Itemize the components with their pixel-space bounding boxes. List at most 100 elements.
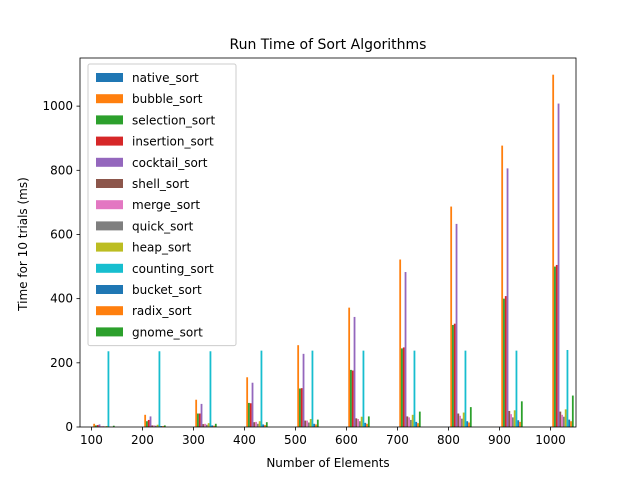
legend-swatch-counting_sort xyxy=(96,263,123,273)
legend-swatch-bucket_sort xyxy=(96,285,123,294)
bar-selection_sort-700 xyxy=(401,348,403,427)
series-gnome_sort xyxy=(112,395,574,427)
bar-merge_sort-800 xyxy=(459,415,461,427)
legend: native_sort bubble_sort selection_sortinse… xyxy=(87,63,237,347)
bar-counting_sort-200 xyxy=(158,351,161,427)
bar-heap_sort-300 xyxy=(207,423,210,427)
x-tick-label-200: 200 xyxy=(131,433,154,447)
bar-bubble_sort-200 xyxy=(144,414,147,427)
legend-swatch-shell_sort xyxy=(96,179,123,188)
bar-gnome_sort-200 xyxy=(163,425,166,427)
bar-quick_sort-300 xyxy=(205,424,208,427)
bar-heap_sort-1000 xyxy=(564,409,567,427)
bar-bubble_sort-800 xyxy=(450,206,453,427)
x-axis-label: Number of Elements xyxy=(266,456,389,470)
bar-shell_sort-600 xyxy=(355,418,358,427)
bar-merge_sort-100 xyxy=(102,426,104,427)
y-tick-label-0: 0 xyxy=(65,420,73,434)
bar-merge_sort-300 xyxy=(204,423,206,427)
bar-bucket_sort-800 xyxy=(466,421,469,427)
legend-box xyxy=(87,63,237,347)
bar-radix_sort-300 xyxy=(213,425,215,427)
bar-insertion_sort-800 xyxy=(453,323,456,427)
plot-area: 100 200 300 400 500 600 700 800 900 1000 0 200 400 60… xyxy=(42,57,577,447)
bar-gnome_sort-600 xyxy=(367,416,370,427)
bar-cocktail_sort-400 xyxy=(251,382,254,427)
bar-cocktail_sort-800 xyxy=(455,223,458,427)
bar-cocktail_sort-500 xyxy=(302,353,305,427)
bar-gnome_sort-100 xyxy=(112,425,115,427)
legend-label-native_sort: native_sort xyxy=(132,71,199,85)
bar-gnome_sort-800 xyxy=(469,407,472,427)
legend-label-insertion_sort: insertion_sort xyxy=(132,135,214,149)
bar-gnome_sort-1000 xyxy=(571,395,574,427)
y-axis-label: Time for 10 trials (ms) xyxy=(16,177,30,312)
bar-insertion_sort-300 xyxy=(198,413,201,427)
legend-swatch-selection_sort xyxy=(96,115,123,125)
bar-quick_sort-500 xyxy=(307,422,310,427)
x-tick-label-500: 500 xyxy=(284,433,307,447)
bar-cocktail_sort-600 xyxy=(353,316,356,427)
bar-insertion_sort-400 xyxy=(249,403,252,427)
x-tick-label-400: 400 xyxy=(233,433,256,447)
bar-cocktail_sort-100 xyxy=(98,424,101,427)
legend-label-bubble_sort: bubble_sort xyxy=(132,92,203,106)
bar-cocktail_sort-1000 xyxy=(557,103,560,427)
bar-bubble_sort-400 xyxy=(246,377,249,427)
legend-swatch-quick_sort xyxy=(96,221,123,231)
bar-bubble_sort-300 xyxy=(195,399,198,427)
bar-selection_sort-900 xyxy=(503,298,505,427)
bar-bubble_sort-100 xyxy=(93,423,96,427)
legend-swatch-bubble_sort xyxy=(96,94,123,104)
bar-merge_sort-200 xyxy=(153,425,155,427)
legend-label-heap_sort: heap_sort xyxy=(132,241,191,255)
bar-bucket_sort-700 xyxy=(415,421,418,427)
bar-quick_sort-600 xyxy=(358,421,361,427)
bar-counting_sort-700 xyxy=(413,350,416,427)
bar-gnome_sort-400 xyxy=(265,422,268,427)
legend-swatch-gnome_sort xyxy=(96,327,123,337)
bar-radix_sort-400 xyxy=(264,425,266,427)
bar-selection_sort-1000 xyxy=(554,266,556,427)
bar-merge_sort-400 xyxy=(255,421,257,427)
bar-counting_sort-1000 xyxy=(566,349,569,427)
bar-selection_sort-100 xyxy=(95,425,97,427)
bar-bubble_sort-500 xyxy=(297,345,300,427)
bar-merge_sort-700 xyxy=(408,417,410,427)
bar-heap_sort-700 xyxy=(411,414,414,427)
bar-shell_sort-300 xyxy=(202,424,205,427)
bar-counting_sort-100 xyxy=(107,351,110,427)
bar-merge_sort-1000 xyxy=(561,414,563,427)
bar-bubble_sort-1000 xyxy=(552,74,555,427)
bar-quick_sort-900 xyxy=(511,417,514,427)
series-selection_sort xyxy=(95,266,556,427)
bar-merge_sort-500 xyxy=(306,420,308,427)
legend-swatch-insertion_sort xyxy=(96,136,123,146)
legend-label-counting_sort: counting_sort xyxy=(132,262,214,276)
y-tick-label-400: 400 xyxy=(50,292,73,306)
bar-heap_sort-600 xyxy=(360,416,363,427)
bar-counting_sort-600 xyxy=(362,350,365,427)
series-merge_sort xyxy=(102,414,563,427)
x-tick-label-100: 100 xyxy=(80,433,103,447)
bar-cocktail_sort-200 xyxy=(149,416,152,427)
bar-bubble_sort-900 xyxy=(501,145,504,427)
series-bubble_sort xyxy=(93,74,555,427)
legend-swatch-merge_sort xyxy=(96,200,123,210)
x-tick-label-300: 300 xyxy=(182,433,205,447)
bar-counting_sort-800 xyxy=(464,350,467,427)
bar-insertion_sort-100 xyxy=(96,425,99,427)
bar-heap_sort-200 xyxy=(156,424,159,427)
bar-heap_sort-800 xyxy=(462,412,465,427)
y-tick-label-200: 200 xyxy=(50,356,73,370)
legend-label-radix_sort: radix_sort xyxy=(132,304,192,318)
bar-selection_sort-600 xyxy=(350,369,352,427)
bar-quick_sort-700 xyxy=(409,419,412,427)
bar-radix_sort-900 xyxy=(519,421,521,427)
bar-insertion_sort-1000 xyxy=(555,264,558,427)
bar-selection_sort-400 xyxy=(248,402,250,427)
bar-insertion_sort-700 xyxy=(402,347,405,427)
bar-bucket_sort-600 xyxy=(364,422,367,427)
bar-bucket_sort-500 xyxy=(313,423,316,427)
